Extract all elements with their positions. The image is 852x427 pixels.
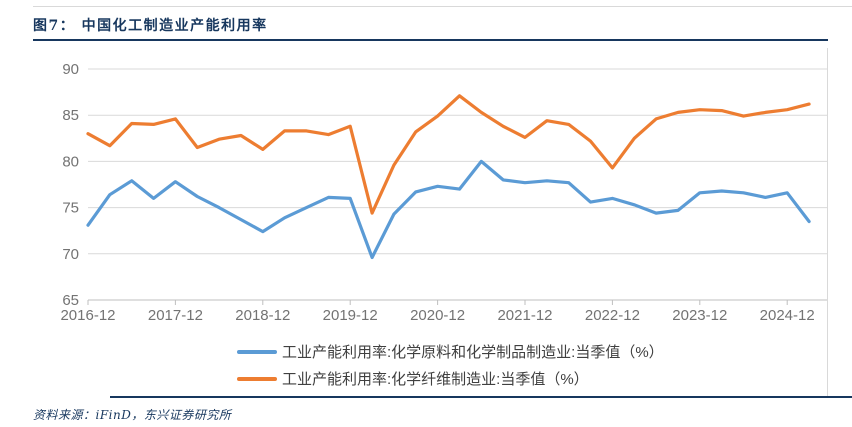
chart-legend: 工业产能利用率:化学原料和化学制品制造业:当季值（%） 工业产能利用率:化学纤维… (237, 338, 664, 392)
svg-text:85: 85 (62, 107, 79, 124)
svg-text:90: 90 (62, 61, 79, 78)
y-axis-labels: 65 70 75 80 85 90 (62, 61, 79, 309)
series-lines (86, 94, 811, 260)
gridlines (88, 68, 827, 301)
legend-line-swatch-blue (237, 349, 277, 354)
svg-text:2018-12: 2018-12 (235, 307, 290, 324)
legend-item-chemical-fiber: 工业产能利用率:化学纤维制造业:当季值（%） (237, 365, 664, 392)
svg-text:2022-12: 2022-12 (585, 307, 640, 324)
svg-text:2019-12: 2019-12 (323, 307, 378, 324)
x-axis-labels: 2016-12 2017-12 2018-12 2019-12 2020-12 2021-… (60, 307, 814, 324)
data-source-note: 资料来源：iFinD，东兴证券研究所 (33, 408, 232, 422)
legend-label: 工业产能利用率:化学原料和化学制品制造业:当季值（%） (282, 344, 664, 361)
x-axis (87, 300, 788, 305)
svg-text:2016-12: 2016-12 (60, 307, 115, 324)
svg-text:2023-12: 2023-12 (672, 307, 727, 324)
legend-label: 工业产能利用率:化学纤维制造业:当季值（%） (282, 371, 589, 388)
top-divider (33, 6, 852, 7)
figure-title: 图7： 中国化工制造业产能利用率 (33, 18, 268, 34)
title-underline (33, 39, 828, 41)
svg-text:2020-12: 2020-12 (410, 307, 465, 324)
svg-text:80: 80 (62, 153, 79, 170)
chart-frame-right-border (827, 48, 828, 397)
svg-text:2024-12: 2024-12 (760, 307, 815, 324)
bottom-divider (110, 396, 852, 398)
svg-text:2021-12: 2021-12 (497, 307, 552, 324)
svg-text:75: 75 (62, 200, 79, 217)
svg-text:2017-12: 2017-12 (148, 307, 203, 324)
svg-text:65: 65 (62, 292, 79, 309)
legend-line-swatch-orange (237, 376, 277, 381)
legend-item-chemical-raw-materials: 工业产能利用率:化学原料和化学制品制造业:当季值（%） (237, 338, 664, 365)
svg-text:70: 70 (62, 246, 79, 263)
